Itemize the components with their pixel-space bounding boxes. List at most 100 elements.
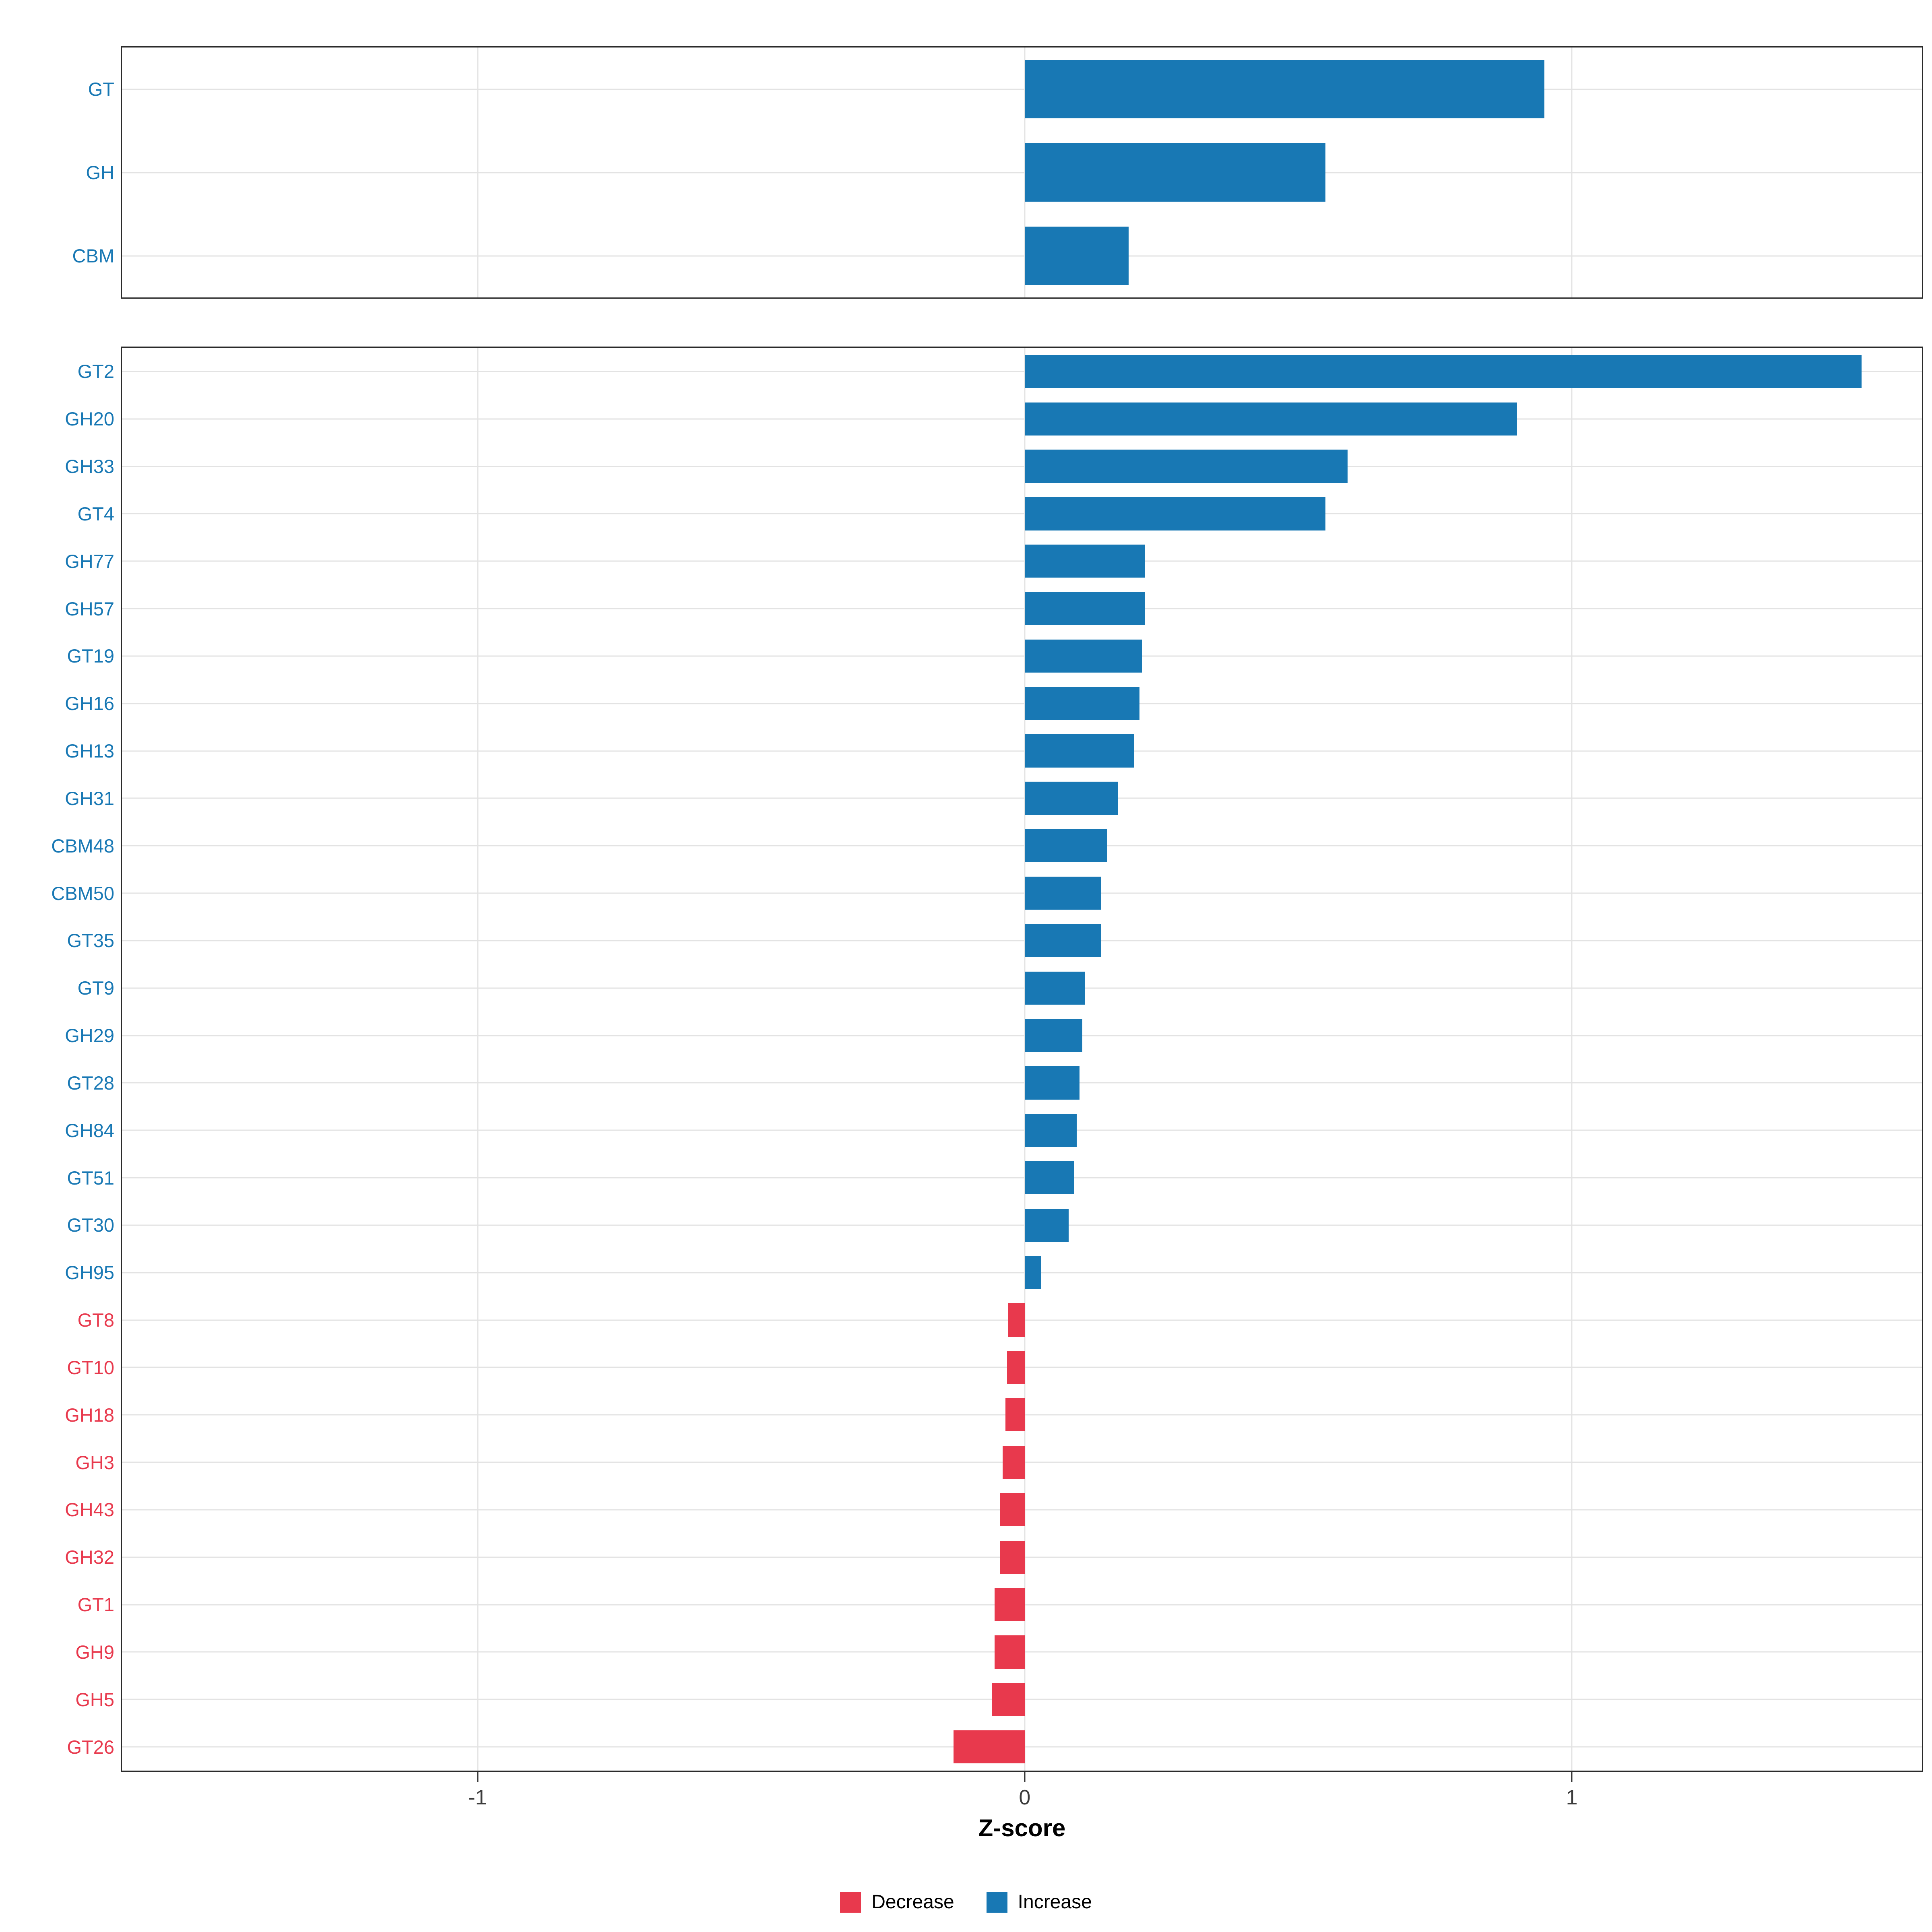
horizontal-gridline xyxy=(122,89,1922,90)
category-label-GH20: GH20 xyxy=(65,408,114,430)
x-axis: -1 0 1 xyxy=(122,1772,1922,1816)
bar-GH43 xyxy=(1000,1493,1025,1527)
class-axis-labels: GT GH CBM xyxy=(0,47,114,297)
horizontal-gridline xyxy=(122,987,1922,989)
horizontal-gridline xyxy=(122,1129,1922,1131)
legend-item-increase: Increase xyxy=(986,1891,1092,1913)
horizontal-gridline xyxy=(122,418,1922,420)
class-panel xyxy=(121,46,1923,299)
horizontal-gridline xyxy=(122,172,1922,173)
category-label-GT19: GT19 xyxy=(67,645,114,667)
horizontal-gridline xyxy=(122,560,1922,562)
legend: Decrease Increase xyxy=(0,1892,1932,1913)
category-label-GH9: GH9 xyxy=(75,1641,114,1663)
horizontal-gridline xyxy=(122,892,1922,894)
bar-GT8 xyxy=(1008,1303,1025,1337)
bar-GH5 xyxy=(992,1683,1025,1716)
x-tick-mark xyxy=(1024,1772,1026,1782)
category-label-GT30: GT30 xyxy=(67,1214,114,1236)
category-label-GT9: GT9 xyxy=(77,977,114,999)
category-label-GT51: GT51 xyxy=(67,1167,114,1189)
bar-GT2 xyxy=(1024,355,1862,388)
bar-GT35 xyxy=(1024,924,1102,958)
vertical-gridline xyxy=(1571,348,1573,1771)
bar-GH95 xyxy=(1024,1256,1041,1289)
category-label-GH: GH xyxy=(86,162,115,183)
x-tick-mark xyxy=(477,1772,479,1782)
horizontal-gridline xyxy=(122,255,1922,256)
legend-label-increase: Increase xyxy=(1018,1891,1092,1913)
horizontal-gridline xyxy=(122,466,1922,467)
bar-CBM xyxy=(1024,227,1129,285)
vertical-gridline xyxy=(1024,348,1026,1771)
x-tick-label: 0 xyxy=(1019,1786,1031,1809)
category-label-CBM48: CBM48 xyxy=(51,835,114,857)
bar-GH20 xyxy=(1024,402,1517,436)
category-label-GT10: GT10 xyxy=(67,1356,114,1378)
category-label-GH5: GH5 xyxy=(75,1688,114,1710)
category-label-GT28: GT28 xyxy=(67,1072,114,1094)
bar-GH3 xyxy=(1003,1445,1025,1479)
legend-swatch-increase-icon xyxy=(986,1892,1007,1913)
bar-GH32 xyxy=(1000,1540,1025,1574)
bar-CBM50 xyxy=(1024,876,1102,910)
horizontal-gridline xyxy=(122,371,1922,372)
horizontal-gridline xyxy=(122,1177,1922,1179)
category-label-CBM50: CBM50 xyxy=(51,882,114,904)
family-axis-labels: GT2 GH20 GH33 GT4 GH77 GH57 GT19 GH16 GH13 GH31 CB… xyxy=(0,348,114,1771)
bar-GT4 xyxy=(1024,497,1326,530)
bar-GT1 xyxy=(995,1588,1025,1621)
bar-GT28 xyxy=(1024,1066,1080,1100)
horizontal-gridline xyxy=(122,1035,1922,1036)
category-label-CBM: CBM xyxy=(72,245,114,266)
bar-GT9 xyxy=(1024,971,1085,1005)
horizontal-gridline xyxy=(122,940,1922,941)
bar-GT19 xyxy=(1024,639,1143,673)
category-label-GH57: GH57 xyxy=(65,598,114,619)
bar-GH77 xyxy=(1024,545,1145,578)
horizontal-gridline xyxy=(122,513,1922,514)
bar-GH16 xyxy=(1024,687,1140,720)
bar-GH31 xyxy=(1024,782,1118,815)
x-axis-title: Z-score xyxy=(978,1814,1066,1841)
bar-GH29 xyxy=(1024,1019,1082,1052)
bar-GH xyxy=(1024,143,1326,202)
bar-GT30 xyxy=(1024,1208,1069,1242)
legend-swatch-decrease-icon xyxy=(840,1892,861,1913)
category-label-GH84: GH84 xyxy=(65,1119,114,1141)
category-label-GT8: GT8 xyxy=(77,1309,114,1331)
bar-GH33 xyxy=(1024,450,1348,483)
legend-label-decrease: Decrease xyxy=(871,1891,954,1913)
x-tick-mark xyxy=(1571,1772,1573,1782)
horizontal-gridline xyxy=(122,797,1922,799)
horizontal-gridline xyxy=(122,845,1922,846)
horizontal-gridline xyxy=(122,1224,1922,1226)
bar-GH13 xyxy=(1024,734,1134,768)
bar-GH57 xyxy=(1024,592,1145,625)
x-tick-label: 1 xyxy=(1566,1786,1578,1809)
x-tick-label: -1 xyxy=(468,1786,487,1809)
category-label-GT2: GT2 xyxy=(77,361,114,382)
category-label-GT35: GT35 xyxy=(67,930,114,952)
category-label-GH3: GH3 xyxy=(75,1451,114,1473)
bar-GT10 xyxy=(1007,1351,1025,1384)
bar-GH84 xyxy=(1024,1114,1077,1147)
horizontal-gridline xyxy=(122,703,1922,704)
category-label-GH32: GH32 xyxy=(65,1546,114,1568)
category-label-GH31: GH31 xyxy=(65,787,114,809)
category-label-GH18: GH18 xyxy=(65,1404,114,1426)
category-label-GH16: GH16 xyxy=(65,693,114,714)
family-panel xyxy=(121,347,1923,1772)
bar-GT51 xyxy=(1024,1161,1074,1195)
category-label-GH77: GH77 xyxy=(65,550,114,572)
horizontal-gridline xyxy=(122,1082,1922,1084)
category-label-GT4: GT4 xyxy=(77,503,114,524)
category-label-GH33: GH33 xyxy=(65,456,114,477)
category-label-GT26: GT26 xyxy=(67,1736,114,1758)
bar-GH18 xyxy=(1005,1398,1025,1432)
category-label-GT1: GT1 xyxy=(77,1594,114,1616)
horizontal-gridline xyxy=(122,750,1922,752)
bar-GH9 xyxy=(995,1635,1025,1669)
horizontal-gridline xyxy=(122,608,1922,609)
